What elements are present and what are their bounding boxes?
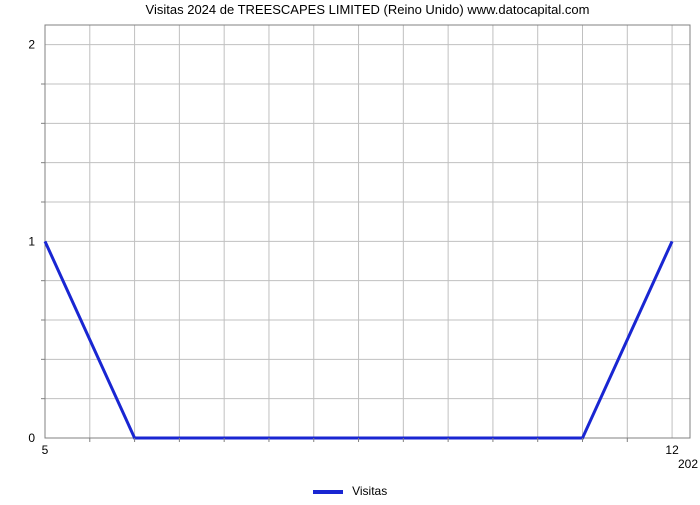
svg-text:2: 2 <box>28 38 35 52</box>
legend: Visitas <box>0 484 700 498</box>
svg-text:1: 1 <box>28 234 35 248</box>
legend-label: Visitas <box>352 484 387 498</box>
line-chart: 012512202Visitas 2024 de TREESCAPES LIMI… <box>0 0 700 500</box>
chart-container: 012512202Visitas 2024 de TREESCAPES LIMI… <box>0 0 700 500</box>
svg-text:5: 5 <box>42 443 49 457</box>
svg-text:0: 0 <box>28 431 35 445</box>
legend-swatch <box>313 490 343 494</box>
svg-text:Visitas 2024 de TREESCAPES LIM: Visitas 2024 de TREESCAPES LIMITED (Rein… <box>146 2 590 17</box>
svg-text:202: 202 <box>678 457 698 471</box>
svg-text:12: 12 <box>665 443 679 457</box>
